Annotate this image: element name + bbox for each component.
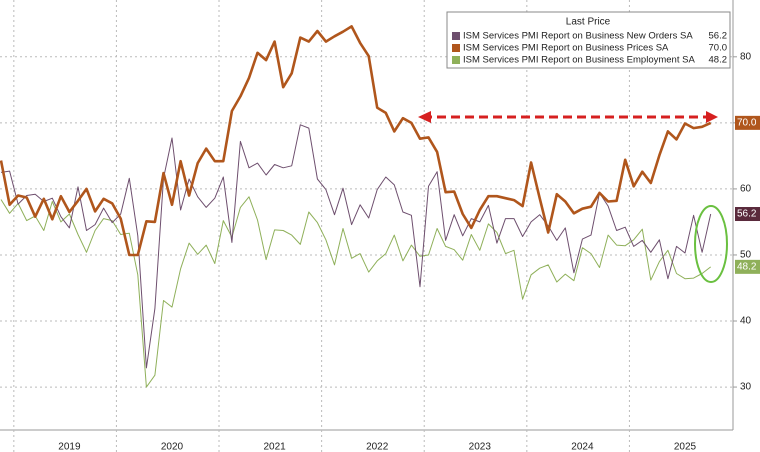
last-value-label: 48.2 [737, 261, 757, 272]
legend-title: Last Price [566, 17, 611, 28]
legend-swatch [452, 32, 460, 40]
legend-value: 56.2 [709, 31, 728, 42]
highlight-ellipse [694, 205, 728, 283]
legend-label: ISM Services PMI Report on Business New … [463, 31, 693, 42]
x-tick-label: 2021 [263, 442, 286, 452]
last-value-tag [735, 207, 760, 222]
last-value-label: 56.2 [737, 209, 757, 220]
tags: 56.2 70.0 48.2 [735, 115, 760, 274]
x-tick-label: 2023 [469, 442, 492, 452]
x-tick-label: 2019 [58, 442, 81, 452]
x-tick-label: 2022 [366, 442, 389, 452]
y-tick-label: 40 [740, 316, 752, 327]
y-tick-label: 60 [740, 184, 752, 195]
last-value-label: 70.0 [737, 117, 757, 128]
legend-box [446, 11, 731, 69]
legend-swatch [452, 44, 460, 52]
x-tick-label: 2020 [161, 442, 184, 452]
legend: Last Price ISM Services PMI Report on Bu… [446, 11, 731, 69]
last-value-tag [735, 259, 760, 274]
y-tick-label: 30 [740, 382, 752, 393]
last-value-tag [735, 115, 760, 130]
x-tick-label: 2025 [674, 442, 697, 452]
series-line [0, 25, 712, 257]
legend-label: ISM Services PMI Report on Business Empl… [463, 55, 695, 66]
legend-value: 48.2 [709, 55, 728, 66]
y-tick-label: 80 [740, 51, 752, 62]
y-tick-label: 50 [740, 250, 752, 261]
arrow-head [418, 111, 431, 123]
x-tick-label: 2024 [571, 442, 594, 452]
legend-label: ISM Services PMI Report on Business Pric… [463, 43, 669, 54]
legend-swatch [452, 56, 460, 64]
legend-value: 70.0 [709, 43, 728, 54]
lines [0, 25, 712, 388]
arrow-head [706, 111, 718, 123]
series-line [0, 196, 712, 388]
